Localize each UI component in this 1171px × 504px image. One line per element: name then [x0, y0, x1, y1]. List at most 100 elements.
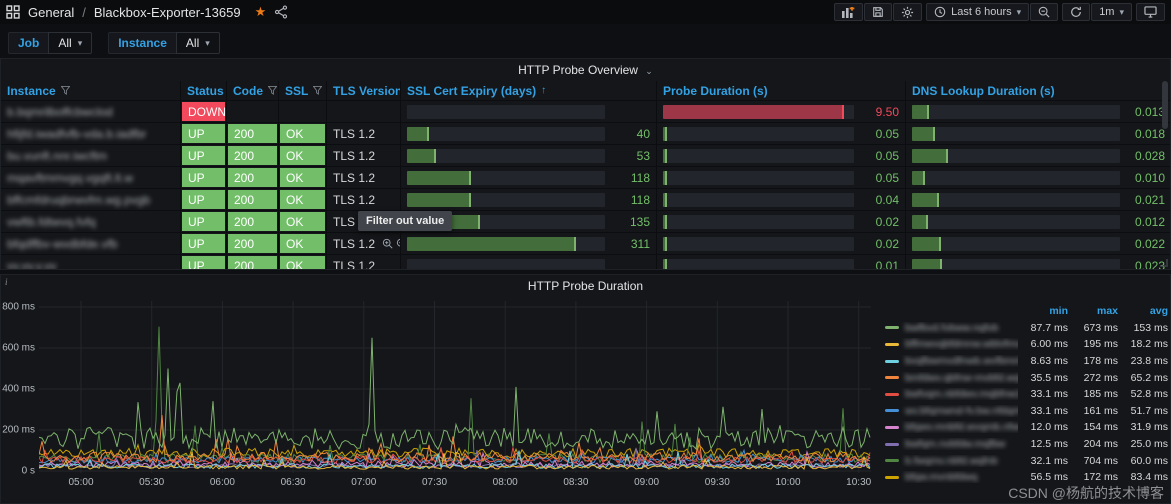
legend-color-swatch	[885, 476, 899, 479]
column-header-ssl[interactable]: SSL	[279, 81, 327, 100]
probe-duration-cell: 0.05	[657, 167, 906, 188]
variable-instance: InstanceAll▾	[108, 32, 220, 54]
probe-duration-gauge-track	[663, 193, 854, 207]
column-filter-icon[interactable]	[61, 84, 70, 98]
legend-series-name[interactable]: bfqwv.mnbfd.wvqmb.nfwvb	[885, 421, 1018, 433]
legend-row: bffmwvqbfdmnw.wblvfmvdnvqfbw6.00 ms195 m…	[885, 336, 1168, 353]
legend-series-name[interactable]: bvqfbwmvdfnwb.wvfbmm.nfdwvbfmbqnwfb	[885, 355, 1018, 367]
probe-duration-cell: 9.50	[657, 101, 906, 122]
table-panel-title[interactable]: HTTP Probe Overview ⌄	[1, 59, 1170, 77]
instance-name-redacted: b.bqmrilboffcbwclod	[7, 105, 113, 119]
ssl-cert-expiry-gauge-fill	[407, 237, 576, 251]
cycle-view-mode-button[interactable]	[1136, 3, 1165, 21]
variable-value-dropdown[interactable]: All▾	[176, 32, 220, 54]
column-header-code[interactable]: Code	[227, 81, 279, 100]
ssl-cert-expiry-value: 135	[611, 215, 650, 229]
legend-series-name[interactable]: bwfqm.nvbfdw.mqfbw	[885, 438, 1018, 450]
ssl-cert-expiry-cell: 311	[401, 233, 657, 254]
legend-header-max[interactable]: max	[1068, 305, 1118, 317]
legend-series-name[interactable]: wv.bfqmwnd-fv.bw.nfdqmbv.wf	[885, 405, 1018, 417]
time-range-picker[interactable]: Last 6 hours ▾	[926, 3, 1029, 21]
column-header-label: SSL	[285, 84, 308, 98]
ssl-cert-expiry-cell: 118	[401, 167, 657, 188]
column-filter-icon[interactable]	[268, 84, 277, 98]
code-badge: 200	[228, 168, 277, 187]
breadcrumb-dashboard-title[interactable]: Blackbox-Exporter-13659	[94, 5, 241, 20]
tls-version-cell: TLS 1.2	[327, 167, 401, 188]
refresh-button[interactable]	[1062, 3, 1090, 21]
dns-lookup-duration-gauge-track	[912, 215, 1120, 229]
chart-panel-title[interactable]: HTTP Probe Duration	[1, 275, 1170, 293]
tls-version-value: TLS 1.2	[333, 259, 375, 271]
legend-row: bmfdwv.qbfnw-mvbfd.wqfb35.5 ms272 ms65.2…	[885, 369, 1168, 386]
refresh-interval-picker[interactable]: 1m ▾	[1091, 3, 1132, 21]
code-cell	[227, 101, 279, 122]
legend-stat-max: 154 ms	[1068, 421, 1118, 433]
legend-stat-max: 185 ms	[1068, 388, 1118, 400]
probe-duration-gauge-track	[663, 105, 854, 119]
legend-header-avg[interactable]: avg	[1118, 305, 1168, 317]
chevron-down-icon: ▾	[78, 38, 83, 49]
ssl-badge: OK	[280, 234, 325, 253]
zoom-out-time-button[interactable]	[1030, 3, 1058, 21]
breadcrumb-folder[interactable]: General	[28, 5, 74, 20]
variable-value-dropdown[interactable]: All▾	[48, 32, 92, 54]
ssl-badge: OK	[280, 124, 325, 143]
share-icon[interactable]	[274, 5, 288, 19]
favorite-star-icon[interactable]: ★	[255, 4, 267, 20]
ssl-cert-expiry-gauge-track	[407, 149, 605, 163]
legend-series-name[interactable]: bwfvqm.nbfdwv.mqbfnw2	[885, 388, 1018, 400]
legend-series-label-redacted: bffmwvqbfdmnw.wblvfmvdnvqfbw	[905, 338, 1018, 350]
panel-resize-handle[interactable]	[1160, 259, 1168, 267]
column-header-label: SSL Cert Expiry (days)	[407, 84, 536, 98]
legend-series-name[interactable]: bffmwvqbfdmnw.wblvfmvdnvqfbw	[885, 338, 1018, 350]
legend-series-name[interactable]: bwfbvd.fvbww.nqfvb	[885, 322, 1018, 334]
legend-series-name[interactable]: bmfdwv.qbfnw-mvbfd.wqfb	[885, 372, 1018, 384]
add-panel-button[interactable]	[834, 3, 863, 21]
probe-duration-value: 0.02	[860, 215, 899, 229]
column-filter-icon[interactable]	[313, 84, 322, 98]
dns-lookup-duration-gauge-fill	[912, 259, 942, 271]
column-header-status[interactable]: Status	[181, 81, 227, 100]
legend-series-label-redacted: bvqfbwmvdfnwb.wvfbmm.nfdwvbfmbqnwfb	[905, 355, 1018, 367]
column-header-dns-lookup-duration-s-[interactable]: DNS Lookup Duration (s)	[906, 81, 1171, 100]
dashboards-grid-icon[interactable]	[6, 5, 20, 19]
y-tick-label: 400 ms	[1, 384, 35, 395]
ssl-cert-expiry-cell: 53	[401, 145, 657, 166]
dns-lookup-duration-cell: 0.018	[906, 123, 1171, 144]
column-header-instance[interactable]: Instance	[1, 81, 181, 100]
legend-color-swatch	[885, 409, 899, 412]
dashboard-settings-gear-icon[interactable]	[893, 3, 922, 21]
filter-for-value-icon filter-out-value-icon[interactable]	[382, 238, 401, 249]
y-tick-label: 200 ms	[1, 425, 35, 436]
table-row: bfqdffbv-wvdbfde.vfbUP200OKTLS 1.23110.0…	[1, 233, 1171, 255]
save-dashboard-button[interactable]	[864, 3, 892, 21]
column-header-probe-duration-s-[interactable]: Probe Duration (s)	[657, 81, 906, 100]
dns-lookup-duration-value: 0.028	[1126, 149, 1165, 163]
x-tick-label: 06:00	[210, 477, 235, 488]
filter-out-tooltip: Filter out value	[358, 211, 452, 231]
table-scrollbar-thumb[interactable]	[1162, 81, 1168, 129]
probe-duration-value: 9.50	[860, 105, 899, 119]
ssl-cert-expiry-cell	[401, 255, 657, 270]
column-header-tls-version[interactable]: TLS Version	[327, 81, 401, 100]
legend-series-name[interactable]: bfqw.mvnbfdwq	[885, 471, 1018, 483]
probe-duration-gauge-fill	[663, 149, 667, 163]
code-cell: 200	[227, 145, 279, 166]
probe-duration-gauge-track	[663, 259, 854, 271]
probe-duration-cell: 0.02	[657, 233, 906, 254]
time-series-plot[interactable]	[39, 301, 871, 473]
dns-lookup-duration-gauge-track	[912, 149, 1120, 163]
table-header-row: InstanceStatusCodeSSLTLS VersionSSL Cert…	[1, 81, 1171, 101]
column-header-ssl-cert-expiry-days-[interactable]: SSL Cert Expiry (days)↑	[401, 81, 657, 100]
dns-lookup-duration-gauge-track	[912, 259, 1120, 271]
y-axis: 0 s200 ms400 ms600 ms800 ms	[1, 301, 35, 473]
code-badge: 200	[228, 190, 277, 209]
table-row: vwftb.fdtwvq.fvfqUP200OKTLS 1.1350.020.0…	[1, 211, 1171, 233]
legend-row: wv.bfqmwnd-fv.bw.nfdqmbv.wf33.1 ms161 ms…	[885, 403, 1168, 420]
legend-header-min[interactable]: min	[1018, 305, 1068, 317]
panel-info-icon[interactable]: i	[5, 277, 8, 287]
dns-lookup-duration-gauge-track	[912, 237, 1120, 251]
ssl-badge: OK	[280, 256, 325, 270]
legend-series-name[interactable]: b.fwqmv.nbfd.wqfnb	[885, 455, 1018, 467]
